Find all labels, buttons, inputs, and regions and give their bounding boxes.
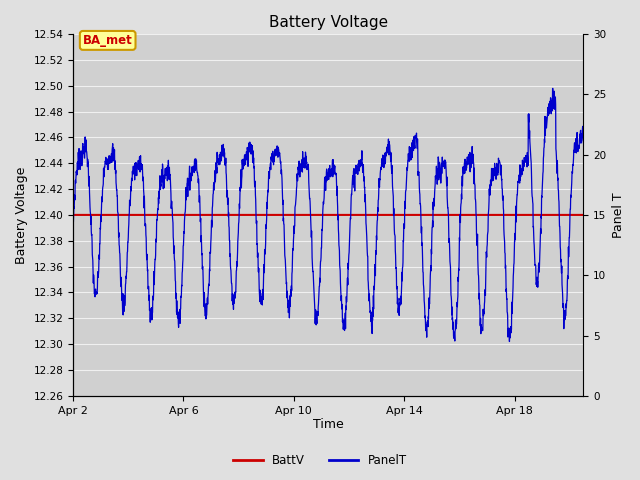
Y-axis label: Panel T: Panel T: [612, 192, 625, 238]
Title: Battery Voltage: Battery Voltage: [269, 15, 388, 30]
Legend: BattV, PanelT: BattV, PanelT: [228, 449, 412, 472]
X-axis label: Time: Time: [313, 419, 344, 432]
Y-axis label: Battery Voltage: Battery Voltage: [15, 166, 28, 264]
Text: BA_met: BA_met: [83, 34, 132, 47]
